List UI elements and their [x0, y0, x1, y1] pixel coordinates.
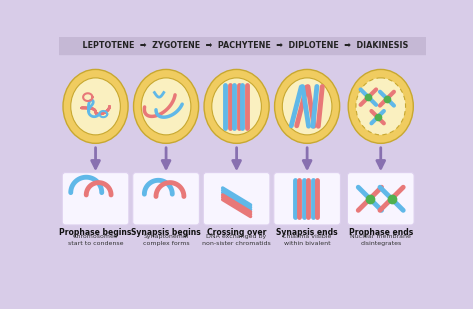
Text: DNA exchanged by
non-sister chromatids: DNA exchanged by non-sister chromatids [202, 234, 271, 246]
Ellipse shape [63, 70, 128, 143]
Ellipse shape [204, 70, 269, 143]
Text: Synapsis begins: Synapsis begins [131, 228, 201, 237]
Text: Chiasma visible
within bivalent: Chiasma visible within bivalent [282, 234, 332, 246]
Bar [59, 37, 426, 54]
FancyBboxPatch shape [348, 173, 414, 225]
FancyBboxPatch shape [203, 173, 270, 225]
Text: Synapsis ends: Synapsis ends [276, 228, 338, 237]
Text: Prophase begins: Prophase begins [60, 228, 132, 237]
Ellipse shape [282, 78, 332, 135]
Ellipse shape [71, 78, 120, 135]
FancyBboxPatch shape [133, 173, 200, 225]
Text: Synaptonemal
complex forms: Synaptonemal complex forms [143, 234, 189, 246]
Ellipse shape [274, 70, 340, 143]
Ellipse shape [133, 70, 199, 143]
Ellipse shape [348, 70, 413, 143]
Text: Chromosomes
start to condense: Chromosomes start to condense [68, 234, 123, 246]
Text: Nuclear membrane
disintegrates: Nuclear membrane disintegrates [350, 234, 411, 246]
FancyBboxPatch shape [62, 173, 129, 225]
Ellipse shape [356, 78, 405, 135]
Text: Prophase ends: Prophase ends [349, 228, 413, 237]
Ellipse shape [212, 78, 262, 135]
FancyBboxPatch shape [274, 173, 341, 225]
Ellipse shape [141, 78, 191, 135]
Text: LEPTOTENE  ➡  ZYGOTENE  ➡  PACHYTENE  ➡  DIPLOTENE  ➡  DIAKINESIS: LEPTOTENE ➡ ZYGOTENE ➡ PACHYTENE ➡ DIPLO… [77, 41, 408, 50]
Text: Crossing over: Crossing over [207, 228, 266, 237]
